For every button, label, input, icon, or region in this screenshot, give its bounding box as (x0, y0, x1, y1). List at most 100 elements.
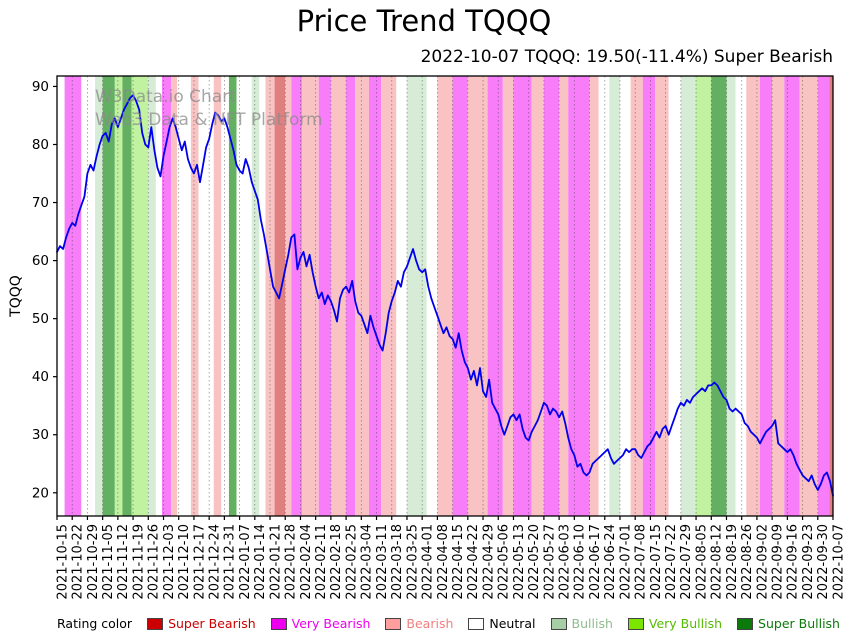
rating-band-very_bearish (64, 76, 82, 516)
rating-band-very_bullish (696, 76, 712, 516)
legend-label: Super Bearish (168, 616, 256, 631)
rating-band-super_bearish (829, 76, 833, 516)
rating-band-bearish (437, 76, 453, 516)
rating-band-very_bearish (513, 76, 532, 516)
x-tick-label: 2022-06-17 (588, 524, 603, 600)
legend-item-bearish: Bearish (385, 616, 453, 631)
rating-band-bearish (330, 76, 347, 516)
legend-label: Very Bearish (291, 616, 371, 631)
rating-band-very_bearish (487, 76, 503, 516)
rating-band-very_bullish (131, 76, 149, 516)
rating-band-very_bearish (346, 76, 356, 516)
rating-band-very_bearish (784, 76, 800, 516)
rating-band-bullish (609, 76, 620, 516)
rating-band-bearish (772, 76, 785, 516)
x-tick-label: 2022-09-09 (770, 524, 785, 600)
rating-band-bearish (559, 76, 569, 516)
x-tick-label: 2021-11-05 (101, 524, 116, 600)
x-tick-label: 2022-02-18 (329, 524, 344, 600)
legend-swatch-bullish (550, 617, 567, 630)
x-tick-label: 2021-11-19 (131, 524, 146, 600)
x-tick-label: 2022-04-15 (451, 524, 466, 600)
legend-caption: Rating color (57, 616, 133, 631)
y-tick-label: 60 (32, 253, 49, 269)
x-tick-label: 2022-02-11 (314, 524, 329, 600)
x-tick-label: 2021-10-15 (55, 524, 70, 600)
rating-band-bullish (726, 76, 736, 516)
rating-band-bearish (171, 76, 178, 516)
rating-band-very_bearish (817, 76, 830, 516)
x-tick-label: 2022-04-08 (436, 524, 451, 600)
rating-band-bearish (630, 76, 643, 516)
x-tick-label: 2021-11-12 (116, 524, 131, 600)
rating-band-bearish (285, 76, 292, 516)
rating-band-neutral (396, 76, 407, 516)
legend-item-super-bearish: Super Bearish (147, 616, 256, 631)
rating-band-bearish (746, 76, 760, 516)
rating-band-very_bearish (452, 76, 468, 516)
x-tick-label: 2021-12-03 (162, 524, 177, 600)
rating-band-very_bearish (759, 76, 773, 516)
legend-swatch-very-bearish (270, 617, 287, 630)
rating-band-bearish (190, 76, 199, 516)
x-tick-label: 2022-07-29 (679, 524, 694, 600)
x-tick-label: 2022-03-04 (360, 524, 375, 600)
x-tick-label: 2022-08-26 (740, 524, 755, 600)
rating-band-very_bearish (642, 76, 655, 516)
x-tick-label: 2022-02-04 (299, 524, 314, 600)
legend-label: Super Bullish (758, 616, 840, 631)
x-tick-label: 2021-11-26 (147, 524, 162, 600)
rating-band-neutral (236, 76, 252, 516)
rating-band-neutral (155, 76, 162, 516)
x-tick-label: 2021-10-29 (86, 524, 101, 600)
x-tick-label: 2022-06-10 (573, 524, 588, 600)
rating-band-bearish (502, 76, 514, 516)
rating-band-super_bullish (102, 76, 115, 516)
rating-band-neutral (668, 76, 681, 516)
legend-label: Neutral (489, 616, 536, 631)
plot-border (56, 75, 834, 517)
x-tick-label: 2022-01-07 (238, 524, 253, 600)
x-tick-label: 2022-03-25 (405, 524, 420, 600)
x-tick-label: 2022-06-03 (557, 524, 572, 600)
rating-legend: Rating color Super Bearish Very Bearish Be… (57, 616, 840, 631)
rating-band-neutral (221, 76, 229, 516)
y-tick-label: 80 (32, 137, 49, 153)
x-tick-label: 2022-05-27 (542, 524, 557, 600)
legend-label: Bearish (406, 616, 454, 631)
rating-band-very_bullish (114, 76, 123, 516)
rating-band-bearish (213, 76, 222, 516)
rating-band-neutral (619, 76, 631, 516)
x-tick-label: 2022-09-02 (755, 524, 770, 600)
legend-item-very-bullish: Very Bullish (627, 616, 723, 631)
x-tick-label: 2022-05-06 (497, 524, 512, 600)
price-line (56, 94, 834, 497)
legend-label: Very Bullish (648, 616, 723, 631)
rating-band-bullish (148, 76, 156, 516)
x-tick-label: 2021-12-31 (223, 524, 238, 600)
x-tick-label: 2021-10-22 (71, 524, 86, 600)
y-tick-label: 30 (32, 427, 49, 443)
y-axis-label: TQQQ (8, 275, 24, 317)
x-tick-label: 2022-01-28 (284, 524, 299, 600)
rating-band-neutral (177, 76, 191, 516)
x-tick-label: 2022-09-23 (801, 524, 816, 600)
x-tick-label: 2022-04-29 (481, 524, 496, 600)
rating-band-neutral (57, 76, 65, 516)
rating-band-neutral (81, 76, 96, 516)
rating-band-very_bearish (543, 76, 560, 516)
rating-band-super_bullish (711, 76, 727, 516)
rating-band-neutral (259, 76, 266, 516)
rating-band-bullish (95, 76, 103, 516)
x-tick-label: 2022-09-30 (816, 524, 831, 600)
legend-swatch-super-bullish (737, 617, 754, 630)
legend-label: Bullish (571, 616, 613, 631)
rating-band-neutral (426, 76, 438, 516)
x-tick-label: 2022-08-12 (710, 524, 725, 600)
rating-band-very_bearish (318, 76, 331, 516)
x-tick-label: 2022-05-13 (512, 524, 527, 600)
page-title: Price Trend TQQQ (296, 4, 552, 38)
x-tick-label: 2022-10-07 (831, 524, 846, 600)
